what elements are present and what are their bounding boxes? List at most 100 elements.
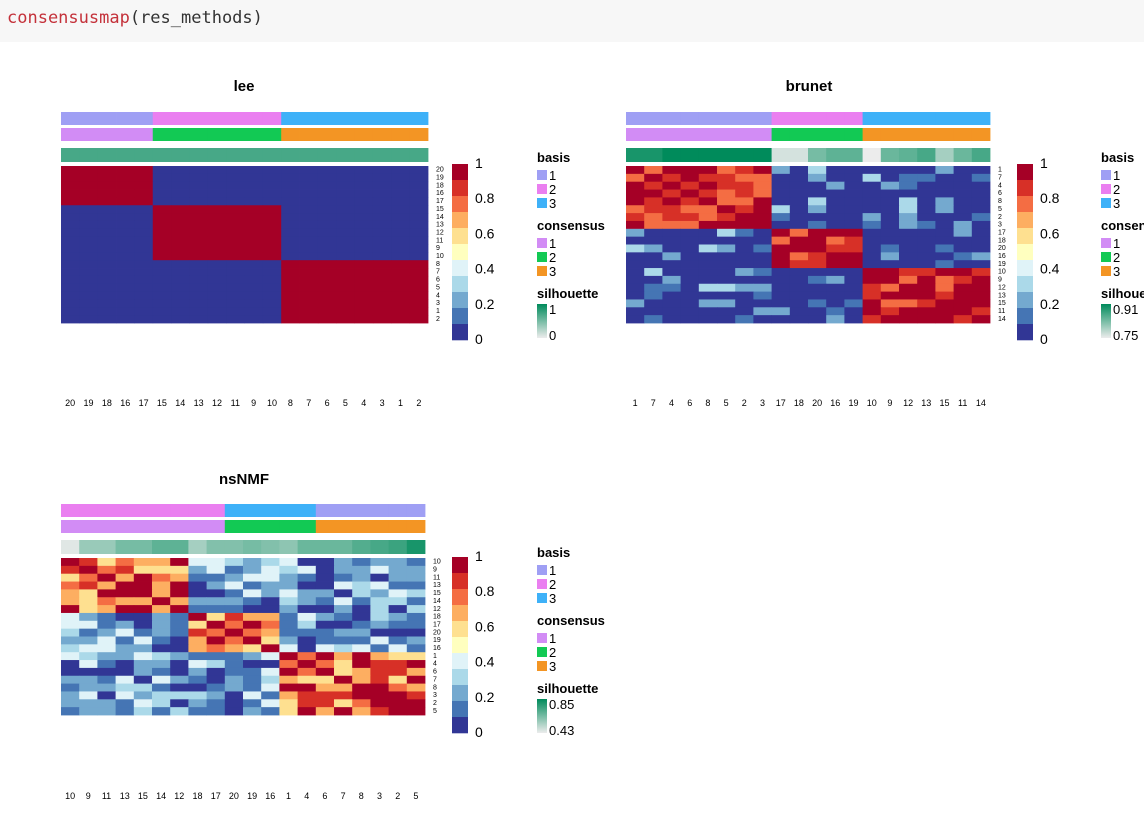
row-label: 7 bbox=[436, 269, 440, 276]
heatmap-cell bbox=[297, 589, 317, 598]
column-label: 5 bbox=[343, 398, 348, 408]
heatmap-cell bbox=[953, 283, 973, 292]
heatmap-cell bbox=[133, 565, 153, 575]
heatmap-cell bbox=[116, 307, 135, 316]
row-label: 1 bbox=[433, 653, 437, 660]
heatmap-cell bbox=[281, 252, 300, 261]
heatmap-cell bbox=[808, 205, 827, 214]
heatmap-cell bbox=[134, 299, 154, 308]
heatmap-cell bbox=[317, 173, 337, 183]
heatmap-cell bbox=[626, 236, 645, 245]
heatmap-cell bbox=[917, 236, 936, 245]
column-label: 3 bbox=[380, 398, 385, 408]
heatmap-cell bbox=[206, 597, 226, 606]
heatmap-cell bbox=[171, 275, 190, 285]
heatmap-cell bbox=[226, 197, 245, 206]
heatmap-cell bbox=[224, 565, 244, 575]
basis-track-cell bbox=[336, 112, 355, 125]
heatmap-cell bbox=[388, 644, 408, 653]
heatmap-cell bbox=[61, 181, 80, 190]
heatmap-cell bbox=[170, 707, 189, 716]
row-label: 17 bbox=[436, 198, 444, 205]
heatmap-cell bbox=[844, 181, 863, 190]
heatmap-cell bbox=[388, 707, 408, 716]
heatmap-cell bbox=[899, 205, 918, 214]
heatmap-cell bbox=[808, 189, 827, 198]
heatmap-cell bbox=[207, 236, 227, 245]
heatmap-cell bbox=[262, 307, 282, 316]
heatmap-cell bbox=[953, 197, 973, 206]
heatmap-cell bbox=[862, 205, 882, 214]
heatmap-cell bbox=[188, 699, 207, 708]
heatmap-cell bbox=[935, 268, 954, 277]
heatmap-cell bbox=[354, 268, 374, 277]
heatmap-cell bbox=[971, 205, 991, 214]
heatmap-cell bbox=[243, 699, 262, 708]
column-label: 2 bbox=[416, 398, 421, 408]
heatmap-cell bbox=[336, 228, 355, 238]
row-label: 20 bbox=[436, 167, 444, 174]
heatmap-cell bbox=[171, 299, 190, 308]
color-scale-segment bbox=[452, 292, 468, 309]
heatmap-cell bbox=[698, 197, 718, 206]
heatmap-cell bbox=[133, 707, 153, 716]
heatmap-cell bbox=[188, 589, 207, 598]
heatmap-cell bbox=[771, 252, 791, 261]
heatmap-cell bbox=[279, 558, 298, 567]
heatmap-cell bbox=[115, 675, 135, 684]
heatmap-cell bbox=[299, 268, 319, 277]
heatmap-cell bbox=[262, 283, 282, 292]
heatmap-cell bbox=[644, 197, 663, 206]
heatmap-cell bbox=[771, 220, 791, 230]
heatmap-cell bbox=[297, 707, 317, 716]
heatmap-cell bbox=[315, 636, 335, 645]
heatmap-cell bbox=[354, 252, 374, 261]
heatmap-cell bbox=[735, 275, 754, 285]
heatmap-cell bbox=[281, 197, 300, 206]
heatmap-cell bbox=[844, 307, 863, 316]
basis-legend-title: basis bbox=[537, 545, 570, 560]
heatmap-cell bbox=[152, 589, 171, 598]
heatmap-cell bbox=[662, 291, 681, 300]
heatmap-cell bbox=[862, 252, 882, 261]
silhouette-track-cell bbox=[262, 148, 282, 162]
heatmap-cell bbox=[170, 683, 189, 692]
heatmap-cell bbox=[115, 605, 135, 614]
color-scale-tick: 0.8 bbox=[475, 583, 495, 599]
heatmap-cell bbox=[880, 236, 900, 245]
heatmap-cell bbox=[753, 220, 772, 230]
column-label: 12 bbox=[212, 398, 222, 408]
heatmap-cell bbox=[299, 252, 319, 261]
column-label: 2 bbox=[395, 791, 400, 801]
heatmap-cell bbox=[409, 244, 429, 253]
heatmap-cell bbox=[243, 660, 262, 669]
heatmap-cell bbox=[880, 283, 900, 292]
heatmap-cell bbox=[844, 197, 863, 206]
heatmap-cell bbox=[152, 173, 172, 183]
heatmap-cell bbox=[662, 268, 681, 277]
heatmap-cell bbox=[753, 244, 772, 253]
heatmap-cell bbox=[844, 283, 863, 292]
heatmap-cell bbox=[406, 620, 426, 630]
column-label: 17 bbox=[139, 398, 149, 408]
basis-track-cell bbox=[243, 504, 262, 517]
heatmap-cell bbox=[844, 205, 863, 214]
heatmap-cell bbox=[680, 205, 700, 214]
basis-track-cell bbox=[206, 504, 226, 517]
color-scale-segment bbox=[452, 685, 468, 702]
heatmap-cell bbox=[826, 260, 845, 269]
heatmap-cell bbox=[189, 299, 209, 308]
basis-track-cell bbox=[808, 112, 827, 125]
heatmap-cell bbox=[409, 213, 429, 222]
heatmap-cell bbox=[317, 315, 337, 324]
basis-legend-label: 1 bbox=[549, 563, 556, 578]
heatmap-cell bbox=[406, 660, 426, 669]
color-scale-tick: 0 bbox=[1040, 331, 1048, 347]
heatmap-cell bbox=[935, 307, 954, 316]
heatmap-cell bbox=[391, 236, 411, 245]
heatmap-cell bbox=[188, 683, 207, 692]
heatmap-cell bbox=[170, 620, 189, 630]
heatmap-cell bbox=[152, 244, 172, 253]
heatmap-cell bbox=[935, 260, 954, 269]
heatmap-cell bbox=[644, 291, 663, 300]
